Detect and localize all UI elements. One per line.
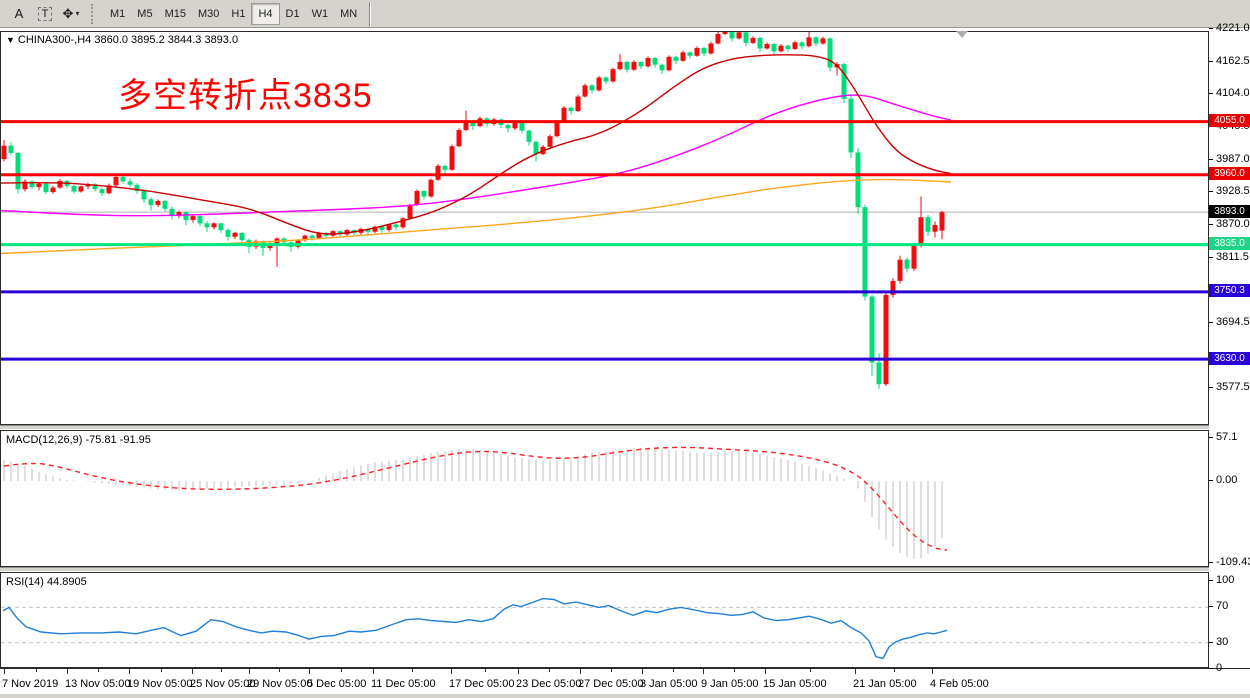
ma-fast-line (1, 54, 952, 235)
time-label: 4 Feb 05:00 (930, 678, 989, 690)
macd-label: MACD(12,26,9) -75.81 -91.95 (6, 434, 151, 446)
time-minor-tick (341, 669, 342, 672)
candlestick-chart[interactable] (1, 32, 1208, 424)
timeframe-M5[interactable]: M5 (137, 7, 153, 20)
time-minor-tick (672, 669, 674, 672)
time-label: 9 Jan 05:00 (701, 678, 759, 690)
time-label: 23 Dec 05:00 (516, 678, 582, 690)
time-label: 7 Nov 2019 (2, 678, 59, 690)
time-tick (451, 669, 452, 674)
time-minor-tick (484, 669, 486, 672)
panel-splitter-macd[interactable] (0, 425, 1250, 430)
time-minor-tick (160, 669, 162, 672)
macd-histogram (3, 447, 943, 559)
price-tick-tick (1209, 27, 1213, 29)
window-bottom-edge (0, 693, 1250, 698)
arrows-shapes-icon: ✥ (62, 5, 74, 21)
symbol-dropdown-icon[interactable]: ▼ (6, 35, 15, 45)
time-tick (129, 669, 130, 674)
symbol-label: CHINA300-,H4 (17, 34, 92, 46)
timeframe-MN[interactable]: MN (340, 7, 358, 20)
chart-header: ▼ CHINA300-,H4 3860.0 3895.2 3844.3 3893.… (6, 34, 238, 46)
toolbar-separator (369, 1, 372, 26)
time-label: 15 Jan 05:00 (763, 678, 827, 690)
text-box-tool-button[interactable]: T (33, 3, 57, 25)
panel-splitter-rsi[interactable] (0, 567, 1250, 572)
time-tick (373, 669, 374, 674)
time-minor-tick (893, 669, 895, 672)
macd-signal-line (3, 446, 948, 551)
time-tick (932, 669, 933, 674)
timeframe-H4[interactable]: H4 (251, 2, 280, 25)
time-tick (703, 669, 704, 674)
time-label: 21 Jan 05:00 (853, 678, 917, 690)
time-axis[interactable]: 7 Nov 2019 13 Nov 05:00 19 Nov 05:00 25 Nov… (0, 668, 1250, 693)
time-label: 17 Dec 05:00 (449, 678, 515, 690)
time-tick (249, 669, 250, 674)
time-label: 29 Nov 05:00 (247, 678, 313, 690)
time-label: 27 Dec 05:00 (578, 678, 644, 690)
chevron-down-icon: ▾ (75, 9, 80, 18)
time-minor-tick (35, 669, 37, 672)
time-label: 11 Dec 05:00 (371, 678, 436, 690)
rsi-chart[interactable] (1, 573, 1208, 667)
time-tick (580, 669, 581, 674)
time-tick (518, 669, 519, 674)
timeframe-M1[interactable]: M1 (110, 7, 126, 20)
price-axis[interactable] (1209, 31, 1250, 668)
time-minor-tick (220, 669, 222, 672)
timeframe-W1[interactable]: W1 (311, 7, 329, 20)
rsi-label: RSI(14) 44.8905 (6, 576, 87, 588)
rsi-line (2, 597, 948, 660)
time-label: 13 Nov 05:00 (65, 678, 131, 690)
chart-text-annotation[interactable]: 多空转折点3835 (118, 77, 373, 115)
top-toolbar: A T ✥ ▾ M1 M5 M15 M30 H1 H4 D1 W1 MN (0, 0, 1250, 28)
draw-tools-button[interactable]: ✥ ▾ (59, 3, 83, 25)
time-label: 5 Dec 05:00 (307, 678, 367, 690)
chart-shift-marker-icon[interactable] (956, 31, 968, 38)
time-tick (642, 669, 643, 674)
toolbar-grip[interactable] (91, 3, 97, 24)
price-chart-panel[interactable] (0, 31, 1209, 425)
time-label: 3 Jan 05:00 (640, 678, 698, 690)
timeframe-D1[interactable]: D1 (285, 7, 300, 20)
timeframe-H1[interactable]: H1 (231, 7, 246, 20)
timeframe-M15[interactable]: M15 (164, 7, 186, 20)
timeframe-toolbar: M1 M5 M15 M30 H1 H4 D1 W1 MN (104, 2, 363, 25)
timeframe-M30[interactable]: M30 (197, 7, 220, 20)
ohlc-values: 3860.0 3895.2 3844.3 3893.0 (94, 34, 239, 46)
time-minor-tick (412, 669, 413, 672)
time-minor-tick (549, 669, 550, 672)
time-minor-tick (279, 669, 280, 672)
rsi-indicator-panel[interactable] (0, 572, 1209, 668)
time-tick (192, 669, 193, 674)
macd-chart[interactable] (1, 431, 1208, 566)
time-minor-tick (734, 669, 735, 672)
macd-indicator-panel[interactable] (0, 430, 1209, 567)
ma-medium-line (1, 94, 952, 217)
time-label: 19 Nov 05:00 (127, 678, 193, 690)
time-minor-tick (810, 669, 811, 672)
time-minor-tick (98, 669, 99, 672)
text-box-icon: T (37, 6, 53, 21)
time-tick (67, 669, 68, 674)
time-tick (855, 669, 856, 674)
time-tick (4, 669, 5, 674)
time-tick (765, 669, 766, 674)
text-label-tool-button[interactable]: A (14, 6, 24, 21)
time-tick (309, 669, 310, 674)
time-label: 25 Nov 05:00 (190, 678, 256, 690)
time-minor-tick (611, 669, 612, 672)
